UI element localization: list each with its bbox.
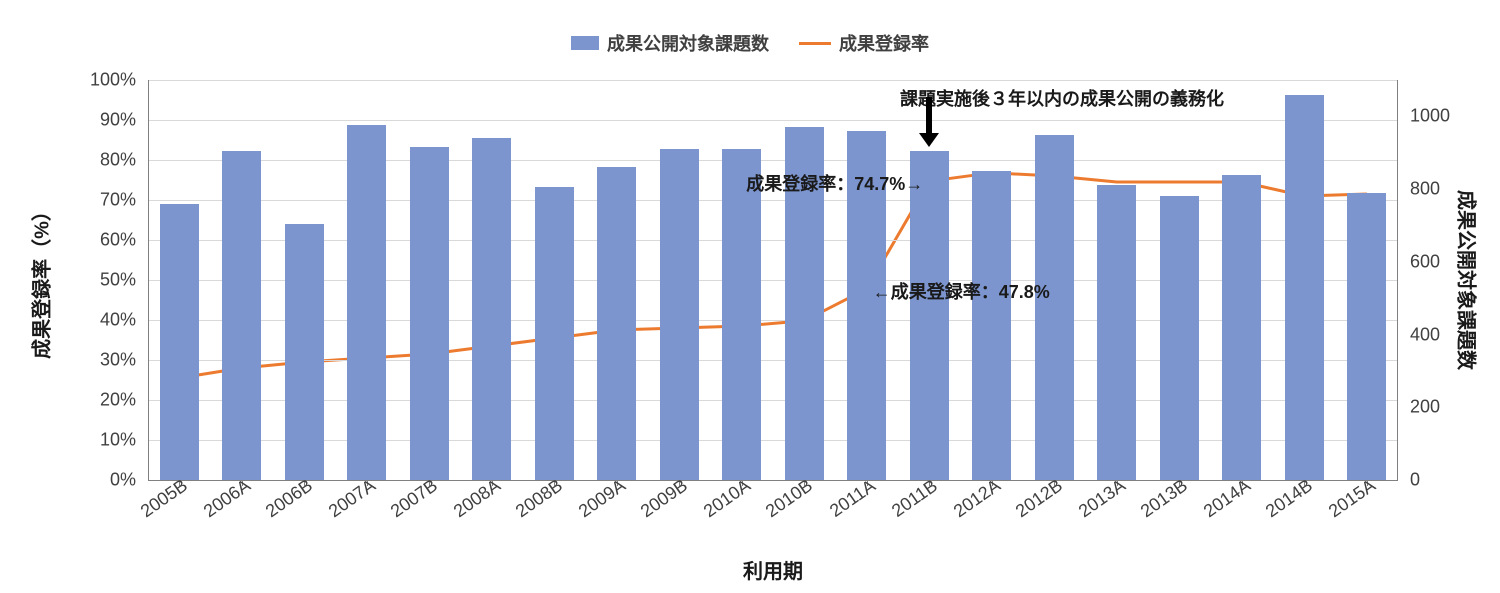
x-tick-label: 2009B — [637, 475, 692, 522]
x-tick-label: 2014B — [1262, 475, 1317, 522]
gridline — [148, 240, 1398, 241]
gridline — [148, 280, 1398, 281]
bar — [1347, 193, 1386, 480]
legend: 成果公開対象課題数 成果登録率 — [0, 30, 1500, 56]
y-right-tick-label: 600 — [1410, 251, 1470, 272]
x-tick-label: 2013A — [1075, 475, 1130, 522]
axis-line — [1397, 80, 1398, 480]
gridline — [148, 160, 1398, 161]
y-right-tick-label: 800 — [1410, 179, 1470, 200]
bar — [1035, 135, 1074, 480]
x-tick-label: 2011B — [888, 475, 942, 521]
x-tick-label: 2006B — [262, 475, 317, 522]
annotation-arrow-caption: 課題実施後３年以内の成果公開の義務化 — [900, 85, 1224, 111]
x-tick-label: 2015A — [1325, 475, 1380, 522]
axis-line — [148, 80, 149, 480]
x-tick-label: 2007B — [387, 475, 442, 522]
y-axis-left-title: 成果登録率（%） — [26, 201, 55, 359]
legend-item: 成果登録率 — [799, 30, 929, 56]
x-tick-label: 2007A — [325, 475, 380, 522]
plot-area — [148, 80, 1398, 480]
x-tick-label: 2010A — [700, 475, 755, 522]
bar — [347, 125, 386, 480]
bar — [972, 171, 1011, 480]
y-left-tick-label: 30% — [76, 350, 136, 371]
gridline — [148, 320, 1398, 321]
y-left-tick-label: 0% — [76, 470, 136, 491]
bar — [222, 151, 261, 480]
bar — [410, 147, 449, 480]
x-tick-label: 2005B — [137, 475, 192, 522]
y-left-tick-label: 10% — [76, 430, 136, 451]
x-tick-label: 2010B — [762, 475, 817, 522]
bar — [1285, 95, 1324, 480]
annotation-label-upper: 成果登録率：74.7%→ — [746, 170, 923, 196]
x-tick-label: 2012B — [1012, 475, 1067, 522]
x-tick-label: 2006A — [200, 475, 255, 522]
bar — [1160, 196, 1199, 480]
y-left-tick-label: 50% — [76, 270, 136, 291]
x-tick-label: 2012A — [950, 475, 1005, 522]
bar — [160, 204, 199, 480]
y-left-tick-label: 90% — [76, 110, 136, 131]
bar — [597, 167, 636, 480]
gridline — [148, 480, 1398, 481]
x-tick-label: 2013B — [1137, 475, 1192, 522]
x-axis-title: 利用期 — [743, 555, 803, 584]
y-right-tick-label: 400 — [1410, 324, 1470, 345]
bar — [660, 149, 699, 480]
y-left-tick-label: 70% — [76, 190, 136, 211]
bar — [1222, 175, 1261, 480]
y-right-tick-label: 200 — [1410, 397, 1470, 418]
gridline — [148, 360, 1398, 361]
y-left-tick-label: 40% — [76, 310, 136, 331]
bar — [535, 187, 574, 480]
gridline — [148, 440, 1398, 441]
y-left-tick-label: 80% — [76, 150, 136, 171]
x-tick-label: 2014A — [1200, 475, 1255, 522]
chart-stage: 成果公開対象課題数 成果登録率 成果登録率（%） 成果公開対象課題数 利用期 0%… — [0, 0, 1500, 593]
y-right-tick-label: 0 — [1410, 470, 1470, 491]
legend-label: 成果登録率 — [839, 30, 929, 56]
gridline — [148, 120, 1398, 121]
gridline — [148, 80, 1398, 81]
x-tick-label: 2008B — [512, 475, 567, 522]
y-left-tick-label: 60% — [76, 230, 136, 251]
bar — [472, 138, 511, 480]
annotation-arrow-icon — [919, 97, 939, 147]
x-tick-label: 2008A — [450, 475, 505, 522]
y-left-tick-label: 100% — [76, 70, 136, 91]
legend-swatch-line — [799, 42, 831, 45]
gridline — [148, 200, 1398, 201]
y-right-tick-label: 1000 — [1410, 106, 1470, 127]
annotation-label-lower: ←成果登録率：47.8% — [873, 278, 1050, 304]
x-tick-label: 2009A — [575, 475, 630, 522]
x-tick-label: 2011A — [826, 475, 880, 521]
bar — [910, 151, 949, 480]
bar — [722, 149, 761, 480]
legend-swatch-bar — [571, 36, 599, 50]
legend-item: 成果公開対象課題数 — [571, 30, 769, 56]
y-left-tick-label: 20% — [76, 390, 136, 411]
bar — [285, 224, 324, 480]
gridline — [148, 400, 1398, 401]
bar — [1097, 185, 1136, 480]
legend-label: 成果公開対象課題数 — [607, 30, 769, 56]
